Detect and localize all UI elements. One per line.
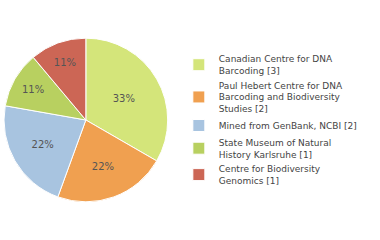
svg-text:Canadian Centre for DNABarcodi: Canadian Centre for DNABarcoding [3] [219, 54, 333, 76]
svg-text:22%: 22% [32, 139, 54, 150]
svg-text:Centre for BiodiversityGenomic: Centre for BiodiversityGenomics [1] [219, 164, 321, 186]
svg-text:11%: 11% [22, 84, 44, 95]
svg-text:22%: 22% [92, 161, 114, 172]
svg-text:33%: 33% [113, 93, 135, 104]
svg-text:Paul Hebert Centre for DNABarc: Paul Hebert Centre for DNABarcoding and … [219, 81, 343, 114]
svg-text:Mined from GenBank, NCBI [2]: Mined from GenBank, NCBI [2] [219, 121, 357, 131]
svg-text:State Museum of NaturalHistory: State Museum of NaturalHistory Karlsruhe… [219, 138, 331, 160]
svg-text:11%: 11% [54, 57, 76, 68]
